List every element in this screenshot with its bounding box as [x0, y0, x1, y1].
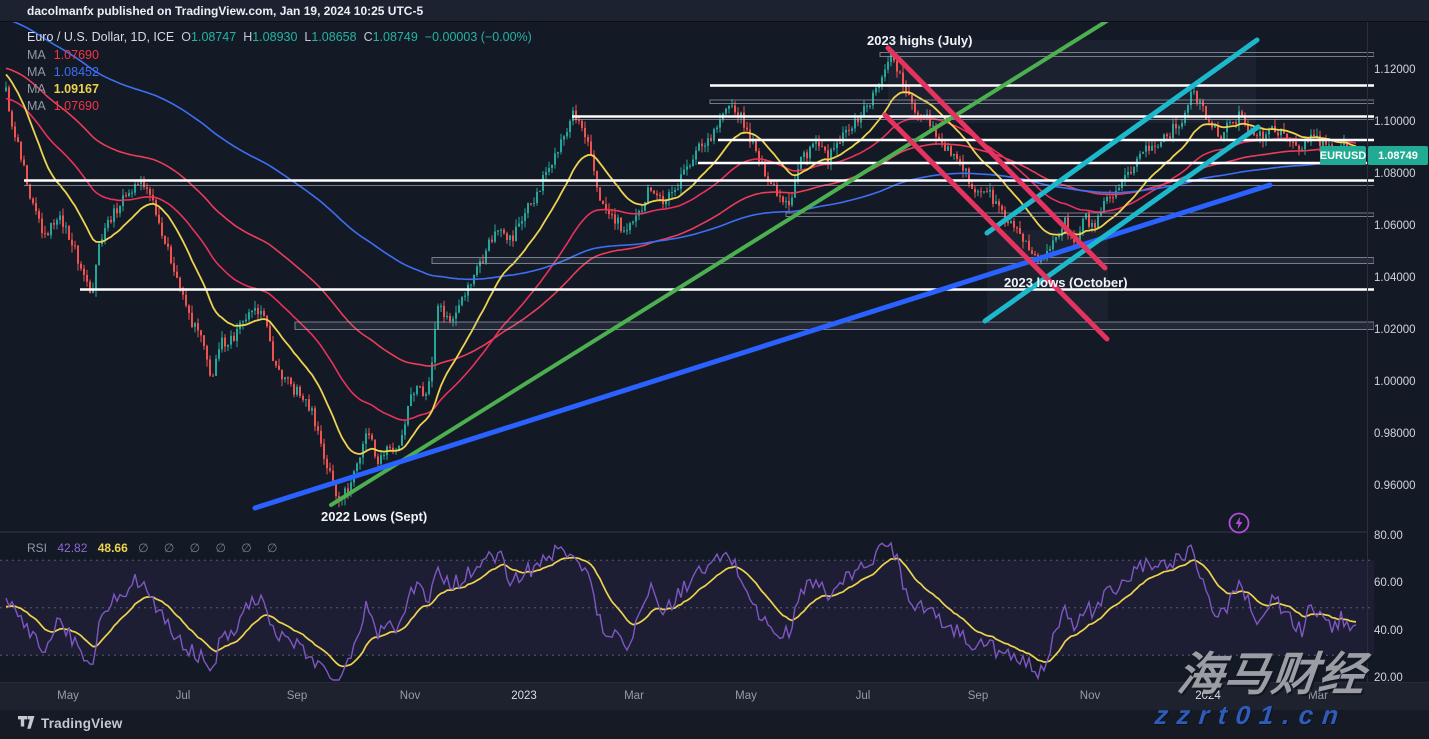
ohlc-key: L [304, 30, 312, 44]
price-axis-label: 1.00000 [1374, 375, 1416, 388]
tradingview-logo[interactable]: TradingView [18, 716, 122, 731]
time-axis-label: Sep [286, 690, 308, 702]
price-axis-label: 0.98000 [1374, 427, 1416, 440]
axis-border-line [1367, 22, 1368, 710]
ohlc-key: H [243, 30, 253, 44]
symbol-legend-row[interactable]: Euro / U.S. Dollar, 1D, ICE O1.08747 H1.08… [27, 30, 532, 44]
ma-label: MA [27, 65, 46, 79]
rsi-value: 42.82 [57, 541, 88, 555]
gray-level-zone[interactable] [709, 99, 1374, 104]
rsi-legend[interactable]: RSI 42.82 48.66 ∅ ∅ ∅ ∅ ∅ ∅ [27, 541, 284, 555]
ma-legend-row[interactable]: MA 1.08452 [27, 65, 532, 79]
time-axis-label: May [735, 690, 757, 702]
ma-long-blue [11, 22, 1357, 281]
pane-divider[interactable] [0, 531, 1367, 533]
price-axis-label: 1.04000 [1374, 271, 1416, 284]
time-axis-label: Jul [855, 690, 871, 702]
symbol-name-badge: EURUSD [1320, 146, 1366, 165]
ma-value: 1.08452 [53, 65, 99, 79]
ohlc-values: O1.08747 H1.08930 L1.08658 C1.08749 [174, 30, 418, 44]
watermark-url-text: zzrt01.cn [1153, 700, 1349, 730]
rsi-label: RSI [27, 541, 48, 555]
watermark-cn-text: 海马财经 [1174, 648, 1369, 700]
rsi-axis-label: 60.00 [1374, 577, 1403, 589]
rsi-axis-label: 20.00 [1374, 672, 1403, 684]
ma-legend-row[interactable]: MA 1.07690 [27, 99, 532, 113]
ma-legend-row[interactable]: MA 1.09167 [27, 82, 532, 96]
drawing-text-label[interactable]: 2023 highs (July) [867, 33, 973, 48]
ohlc-value: 1.08747 [191, 30, 237, 44]
ma-label: MA [27, 82, 46, 96]
rsi-empty-slots: ∅ ∅ ∅ ∅ ∅ ∅ [138, 541, 284, 555]
gray-level-zone[interactable] [431, 257, 1374, 264]
price-axis-label: 1.08000 [1374, 167, 1416, 180]
support-resistance-levels[interactable] [24, 52, 1374, 330]
ohlc-value: 1.08749 [372, 30, 418, 44]
moving-average-lines [5, 22, 1357, 455]
time-axis-label: Jul [175, 690, 191, 702]
time-axis-label: May [57, 690, 79, 702]
ohlc-key: O [181, 30, 192, 44]
price-axis-label: 1.02000 [1374, 323, 1416, 336]
price-axis-label: 0.96000 [1374, 479, 1416, 492]
current-price-badge: 1.08749 [1368, 146, 1428, 165]
price-axis-label: 1.10000 [1374, 115, 1416, 128]
tradingview-brand-text: TradingView [41, 716, 123, 731]
rsi-axis-label: 80.00 [1374, 529, 1403, 542]
rsi-ma-line [5, 556, 1357, 668]
ascending-green-2022[interactable] [329, 22, 1118, 507]
time-axis-label: Mar [624, 690, 644, 702]
ma-slow-crimson [5, 67, 1357, 367]
gray-level-zone[interactable] [785, 212, 1374, 217]
drawing-text-label[interactable]: 2022 Lows (Sept) [321, 509, 428, 524]
time-axis-label: 2023 [511, 690, 537, 702]
crimson-channel-b[interactable] [882, 112, 1110, 342]
bottom-bar: TradingView [0, 710, 1429, 739]
time-axis-label: 2024 [1195, 690, 1221, 702]
cyan-channel-upper[interactable] [984, 37, 1260, 236]
ma-mid-pink [5, 97, 1357, 421]
rsi-axis-label: 40.00 [1374, 624, 1403, 637]
ma-value: 1.07690 [53, 48, 99, 62]
trend-lines[interactable] [252, 22, 1273, 511]
publisher-bar: dacolmanfx published on TradingView.com,… [0, 0, 1429, 22]
rsi-band [0, 560, 1374, 656]
candlesticks [5, 48, 1357, 508]
symbol-title: Euro / U.S. Dollar, 1D, ICE [27, 30, 175, 44]
ma-label: MA [27, 48, 46, 62]
time-axis-label: Mar [1308, 690, 1328, 702]
ma-value: 1.09167 [53, 82, 99, 96]
price-axis-label: 1.06000 [1374, 219, 1416, 232]
gray-level-zone[interactable] [879, 52, 1374, 57]
time-axis-label: Nov [399, 690, 421, 702]
publisher-text: dacolmanfx published on TradingView.com,… [27, 4, 424, 18]
rsi-ma-value: 48.66 [97, 541, 128, 555]
ohlc-key: C [363, 30, 373, 44]
time-axis-label: Sep [967, 690, 989, 702]
ohlc-value: 1.08930 [252, 30, 298, 44]
ohlc-value: 1.08658 [311, 30, 357, 44]
cyan-channel-lower[interactable] [982, 124, 1261, 324]
change-text: −0.00003 (−0.00%) [424, 30, 532, 44]
lightning-quick-action-button[interactable] [1227, 511, 1251, 535]
tradingview-logo-icon [18, 716, 35, 729]
rsi-line [5, 541, 1357, 681]
symbol-legend[interactable]: Euro / U.S. Dollar, 1D, ICE O1.08747 H1.08… [27, 30, 532, 113]
price-axis-label: 1.12000 [1374, 63, 1416, 76]
ma-value: 1.07690 [53, 99, 99, 113]
ma-legend-row[interactable]: MA 1.07690 [27, 48, 532, 62]
ma-label: MA [27, 99, 46, 113]
ma-fast-yellow [5, 73, 1357, 455]
drawing-text-label[interactable]: 2023 lows (October) [1004, 275, 1128, 290]
ma-legend-rows: MA 1.07690 MA 1.08452 MA 1.09167 MA 1.07690 [27, 48, 532, 113]
time-axis[interactable]: May Jul Sep Nov 2023 Mar May Jul Sep Nov 2024 Mar [0, 682, 1429, 710]
time-axis-label: Nov [1079, 690, 1101, 702]
crimson-channel-a[interactable] [885, 45, 1108, 271]
main-chart-canvas[interactable] [0, 22, 1374, 531]
rsi-pane-canvas[interactable] [0, 533, 1374, 681]
